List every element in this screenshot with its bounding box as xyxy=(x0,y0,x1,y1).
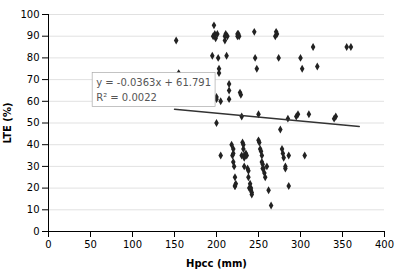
svg-text:40: 40 xyxy=(27,139,40,150)
svg-text:350: 350 xyxy=(333,239,352,250)
svg-text:50: 50 xyxy=(27,117,40,128)
svg-text:LTE (%): LTE (%) xyxy=(2,102,13,143)
svg-text:300: 300 xyxy=(291,239,310,250)
svg-text:10: 10 xyxy=(27,204,40,215)
svg-text:200: 200 xyxy=(207,239,226,250)
svg-text:150: 150 xyxy=(165,239,184,250)
svg-text:y = -0.0363x + 61.791R² = 0.00: y = -0.0363x + 61.791R² = 0.0022 xyxy=(96,77,211,103)
svg-text:50: 50 xyxy=(84,239,97,250)
svg-text:100: 100 xyxy=(20,9,39,20)
svg-text:60: 60 xyxy=(27,96,40,107)
svg-text:400: 400 xyxy=(375,239,394,250)
svg-text:0: 0 xyxy=(45,239,51,250)
svg-text:100: 100 xyxy=(123,239,142,250)
svg-text:70: 70 xyxy=(27,74,40,85)
svg-text:Hpcc (mm): Hpcc (mm) xyxy=(186,258,247,269)
svg-text:30: 30 xyxy=(27,161,40,172)
svg-text:90: 90 xyxy=(27,30,40,41)
svg-text:20: 20 xyxy=(27,182,40,193)
svg-text:80: 80 xyxy=(27,52,40,63)
svg-text:250: 250 xyxy=(249,239,268,250)
svg-text:0: 0 xyxy=(33,226,39,237)
